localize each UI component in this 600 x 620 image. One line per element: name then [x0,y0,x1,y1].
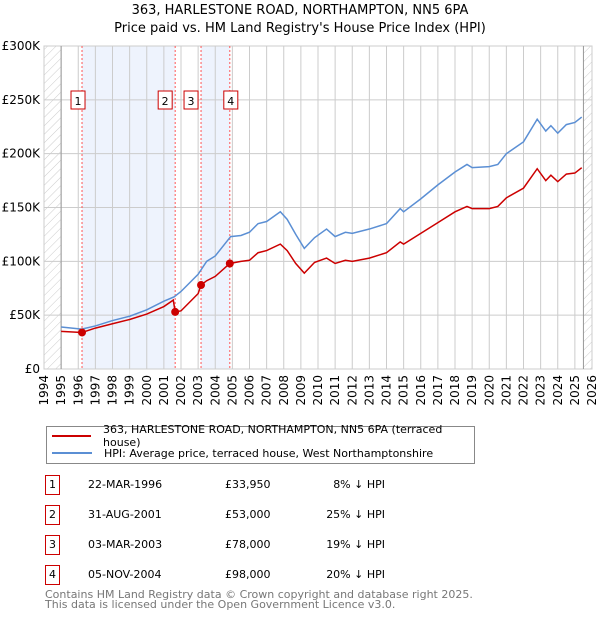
transaction-price: £53,000 [225,508,271,521]
footer-line: Contains HM Land Registry data © Crown c… [45,588,473,601]
sale-label-box [183,90,199,110]
footer: Contains HM Land Registry data © Crown c… [45,588,473,611]
x-tick-label: 2003 [191,375,205,406]
x-tick-label: 1997 [88,375,102,406]
x-tick-label: 2021 [499,375,513,406]
sale-label: 4 [227,95,234,108]
transaction-row: 4 05-NOV-2004 £98,000 20% ↓ HPI [45,565,445,585]
y-tick-label: £50K [9,308,41,322]
x-tick-label: 2000 [140,375,154,406]
x-tick-label: 1994 [37,375,51,406]
legend-label: HPI: Average price, terraced house, West… [104,446,434,460]
x-tick-label: 2025 [568,375,582,406]
transaction-price: £33,950 [225,478,271,491]
x-tick-label: 2022 [517,375,531,406]
x-tick-label: 2020 [482,375,496,406]
legend-item-property: 363, HARLESTONE ROAD, NORTHAMPTON, NN5 6… [47,423,474,449]
x-tick-label: 2012 [345,375,359,406]
sale-point [225,259,234,268]
legend-item-hpi: HPI: Average price, terraced house, West… [47,445,433,461]
x-tick-label: 2010 [311,375,325,406]
transaction-num: 4 [45,565,60,585]
x-tick-label: 2001 [157,375,171,406]
legend-swatch [52,435,92,437]
price-chart: 1994 1995 1996 1997 1998 1999 2000 2001 2002 2003… [2,39,599,406]
sale-label: 1 [75,95,82,108]
chart-title: 363, HARLESTONE ROAD, NORTHAMPTON, NN5 6… [131,3,469,18]
x-tick-label: 1999 [123,375,137,406]
x-tick-label: 2005 [225,375,239,406]
transaction-hpi: 8% ↓ HPI [333,478,385,491]
x-tick-label: 2015 [397,375,411,406]
x-tick-label: 2008 [277,375,291,406]
legend-label: 363, HARLESTONE ROAD, NORTHAMPTON, NN5 6… [103,423,443,449]
y-tick-label: £150K [2,201,42,215]
footer-line: This data is licensed under the Open Gov… [45,598,396,611]
transaction-hpi: 20% ↓ HPI [326,568,385,581]
sale-label-box [157,90,173,110]
x-tick-label: 2018 [448,375,462,406]
sale-point [171,307,180,316]
transaction-num: 1 [45,475,60,495]
x-tick-label: 2024 [551,375,565,406]
y-tick-label: £100K [2,254,42,268]
x-tick-label: 1995 [54,375,68,406]
legend: 363, HARLESTONE ROAD, NORTHAMPTON, NN5 6… [46,423,475,464]
series-line [61,116,583,330]
transaction-date: 31-AUG-2001 [88,508,162,521]
transaction-price: £78,000 [225,538,271,551]
transaction-num: 2 [45,505,60,525]
x-tick-label: 1996 [71,375,85,406]
transaction-date: 05-NOV-2004 [88,568,162,581]
x-tick-label: 2017 [431,375,445,406]
x-tick-label: 1998 [106,375,120,406]
sale-point [78,328,87,337]
x-tick-label: 2002 [174,375,188,406]
y-tick-label: £0 [25,362,40,376]
sale-label: 3 [188,95,195,108]
x-tick-label: 2006 [243,375,257,406]
transaction-row: 1 22-MAR-1996 £33,950 8% ↓ HPI [45,475,445,495]
legend-swatch [52,452,92,454]
transaction-row: 2 31-AUG-2001 £53,000 25% ↓ HPI [45,505,445,525]
x-tick-label: 2007 [260,375,274,406]
sale-label: 2 [162,95,169,108]
sale-label-box [223,90,239,110]
transaction-hpi: 19% ↓ HPI [326,538,385,551]
y-tick-label: £200K [2,147,42,161]
transaction-num: 3 [45,535,60,555]
x-tick-label: 2011 [328,375,342,406]
x-tick-label: 2016 [414,375,428,406]
x-tick-label: 2013 [362,375,376,406]
x-tick-label: 2023 [534,375,548,406]
transaction-date: 03-MAR-2003 [88,538,163,551]
x-tick-label: 2004 [208,375,222,406]
chart-subtitle: Price paid vs. HM Land Registry's House … [114,21,486,36]
transaction-price: £98,000 [225,568,271,581]
x-tick-label: 2019 [465,375,479,406]
y-tick-label: £250K [2,93,42,107]
transaction-row: 3 03-MAR-2003 £78,000 19% ↓ HPI [45,535,445,555]
sale-point [197,281,206,290]
x-tick-label: 2026 [585,375,599,406]
transaction-date: 22-MAR-1996 [88,478,163,491]
x-tick-label: 2014 [380,375,394,406]
sale-label-box [70,90,86,110]
y-tick-label: £300K [2,39,42,53]
x-tick-label: 2009 [294,375,308,406]
transaction-hpi: 25% ↓ HPI [326,508,385,521]
